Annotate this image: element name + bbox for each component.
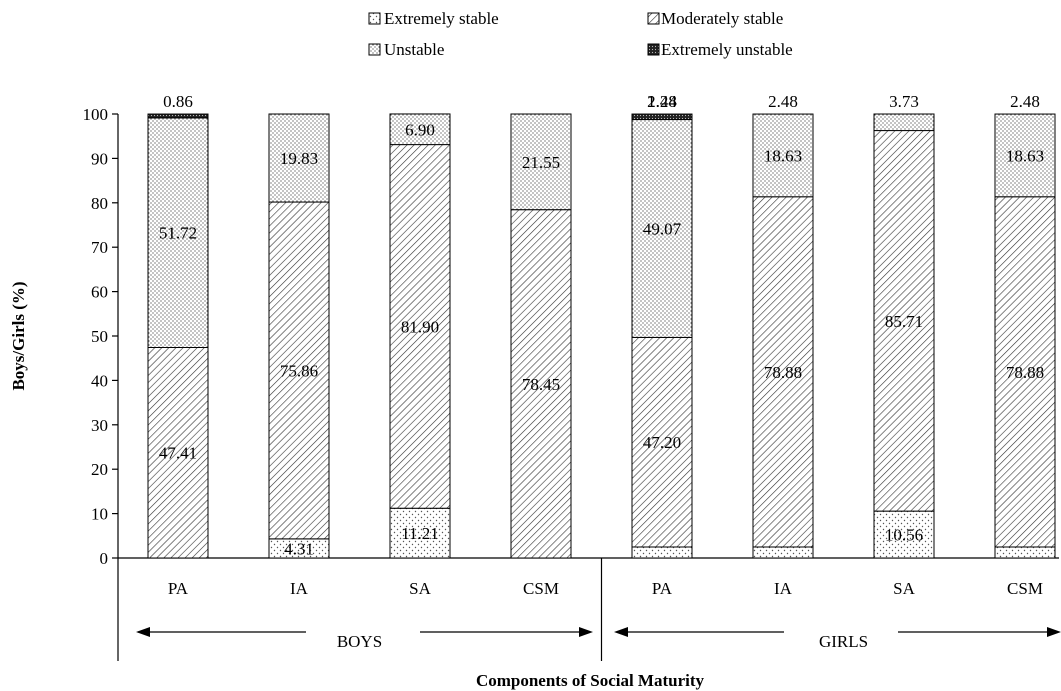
data-label: 19.83 bbox=[280, 149, 318, 168]
x-tick-label: IA bbox=[290, 579, 309, 598]
group-arrows bbox=[136, 627, 1061, 637]
x-tick-label: PA bbox=[652, 579, 673, 598]
group-label-girls: GIRLS bbox=[819, 632, 868, 651]
bar-segment-extremely-stable bbox=[873, 510, 935, 559]
data-label: 47.20 bbox=[643, 433, 681, 452]
plot-area: 0 10 20 30 40 50 60 70 80 90 100 47.41 51.72 0.86 PA 4.… bbox=[83, 92, 1059, 661]
bar-segment-unstable bbox=[147, 117, 209, 348]
y-tick-label: 80 bbox=[91, 194, 108, 213]
bar-segment-unstable bbox=[994, 113, 1056, 198]
data-label: 2.48 bbox=[647, 92, 677, 111]
group-label-boys: BOYS bbox=[337, 632, 382, 651]
y-axis-title: Boys/Girls (%) bbox=[9, 281, 28, 390]
y-tick-label: 40 bbox=[91, 371, 108, 390]
legend-item-moderately-stable[interactable]: Moderately stable bbox=[647, 9, 783, 28]
x-tick-label: CSM bbox=[523, 579, 559, 598]
boys-arrow-left-head bbox=[136, 627, 150, 637]
y-tick-label: 50 bbox=[91, 327, 108, 346]
data-label: 75.86 bbox=[280, 361, 318, 380]
legend-swatch-moderately-stable bbox=[647, 12, 660, 25]
data-label: 78.45 bbox=[522, 375, 560, 394]
x-tick-label: SA bbox=[893, 579, 915, 598]
data-label: 1.24 bbox=[647, 92, 677, 111]
data-label: 3.73 bbox=[889, 92, 919, 111]
girls-arrow-right-head bbox=[1047, 627, 1061, 637]
legend-label-moderately-stable: Moderately stable bbox=[661, 9, 783, 28]
bar-segment-extremely-stable bbox=[389, 507, 451, 559]
y-tick-label: 20 bbox=[91, 460, 108, 479]
data-label: 2.48 bbox=[768, 92, 798, 111]
data-label: 47.41 bbox=[159, 444, 197, 463]
x-tick-label: IA bbox=[774, 579, 793, 598]
legend: Extremely stable Moderately stable Unsta… bbox=[368, 9, 793, 59]
data-label: 51.72 bbox=[159, 224, 197, 243]
bar-segment-moderately-stable bbox=[389, 144, 451, 509]
data-label: 85.71 bbox=[885, 312, 923, 331]
data-label: 18.63 bbox=[1006, 146, 1044, 165]
data-label: 6.90 bbox=[405, 120, 435, 139]
legend-item-extremely-stable[interactable]: Extremely stable bbox=[368, 9, 499, 28]
data-label: 78.88 bbox=[1006, 363, 1044, 382]
girls-arrow-left-head bbox=[614, 627, 628, 637]
bar-segment-moderately-stable bbox=[994, 196, 1056, 548]
data-label: 2.48 bbox=[1010, 92, 1040, 111]
bar-segment-unstable bbox=[268, 113, 330, 203]
x-axis-title: Components of Social Maturity bbox=[476, 671, 705, 690]
legend-item-unstable[interactable]: Unstable bbox=[368, 40, 444, 59]
x-tick-label: PA bbox=[168, 579, 189, 598]
legend-label-extremely-stable: Extremely stable bbox=[384, 9, 499, 28]
data-label: 0.86 bbox=[163, 92, 193, 111]
y-tick-label: 100 bbox=[83, 105, 109, 124]
bar-segment-extremely-stable bbox=[631, 546, 693, 559]
data-label: 18.63 bbox=[764, 146, 802, 165]
bar-segment-extremely-unstable bbox=[147, 113, 209, 119]
legend-swatch-extremely-stable bbox=[368, 12, 381, 25]
bar-segment-unstable bbox=[510, 113, 572, 211]
x-tick-label: SA bbox=[409, 579, 431, 598]
x-tick-label: CSM bbox=[1007, 579, 1043, 598]
bar-segment-moderately-stable bbox=[873, 130, 935, 512]
bar-segment-unstable bbox=[752, 113, 814, 198]
data-label: 4.31 bbox=[284, 539, 314, 558]
y-tick-label: 90 bbox=[91, 149, 108, 168]
y-tick-label: 10 bbox=[91, 505, 108, 524]
y-tick-label: 70 bbox=[91, 238, 108, 257]
y-tick-label: 60 bbox=[91, 283, 108, 302]
boys-arrow-right-head bbox=[579, 627, 593, 637]
data-label: 11.21 bbox=[401, 524, 439, 543]
bar-segment-extremely-stable bbox=[752, 546, 814, 559]
legend-label-unstable: Unstable bbox=[384, 40, 444, 59]
data-label: 49.07 bbox=[643, 219, 682, 238]
data-label: 21.55 bbox=[522, 153, 560, 172]
bar-segment-moderately-stable bbox=[752, 196, 814, 548]
bar-segment-unstable bbox=[389, 113, 451, 146]
data-label: 78.88 bbox=[764, 363, 802, 382]
bar-segment-extremely-stable bbox=[994, 546, 1056, 559]
bar-segment-unstable bbox=[873, 113, 935, 132]
bar-segment-moderately-stable bbox=[631, 336, 693, 548]
legend-label-extremely-unstable: Extremely unstable bbox=[661, 40, 793, 59]
data-label: 10.56 bbox=[885, 526, 923, 545]
y-tick-label: 30 bbox=[91, 416, 108, 435]
legend-swatch-unstable bbox=[368, 43, 381, 56]
y-tick-label: 0 bbox=[100, 549, 109, 568]
bar-segment-moderately-stable bbox=[268, 201, 330, 540]
bar-segment-extremely-unstable bbox=[631, 113, 693, 121]
data-label: 81.90 bbox=[401, 317, 439, 336]
legend-item-extremely-unstable[interactable]: Extremely unstable bbox=[647, 40, 793, 59]
legend-swatch-extremely-unstable bbox=[647, 43, 660, 56]
bar-segment-unstable bbox=[631, 119, 693, 338]
